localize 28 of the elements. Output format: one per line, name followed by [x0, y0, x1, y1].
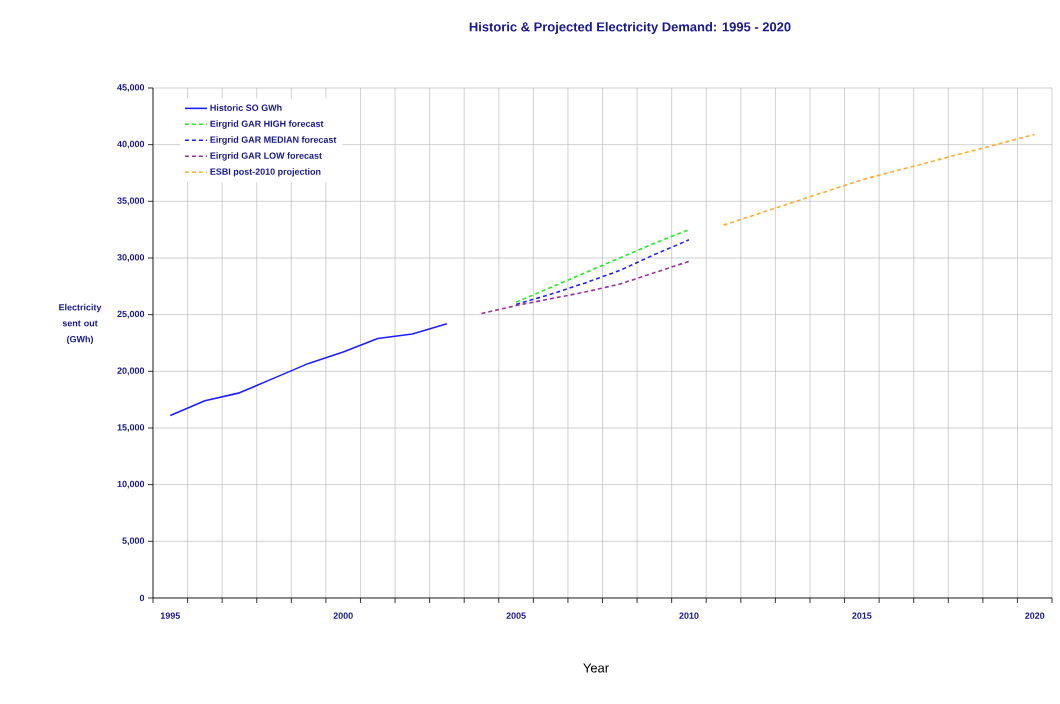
x-tick-label: 2015 — [852, 612, 872, 619]
y-tick-label: 25,000 — [117, 310, 145, 319]
y-tick-label: 20,000 — [117, 367, 145, 376]
y-tick-label: 45,000 — [117, 84, 145, 92]
line-series — [515, 239, 690, 306]
y-tick-label: 5,000 — [122, 537, 145, 546]
y-tick-label: 15,000 — [117, 424, 145, 432]
line-series — [169, 322, 448, 417]
legend-label: Eirgrid GAR MEDIAN forecast — [210, 136, 337, 145]
x-tick-label: 1995 — [160, 612, 181, 619]
y-axis-title: Electricity sent out (GWh) — [59, 303, 102, 345]
legend-label: Eirgrid GAR LOW forecast — [210, 152, 322, 161]
legend-label: Eirgrid GAR HIGH forecast — [210, 120, 324, 129]
x-tick-label: 2020 — [1025, 612, 1045, 619]
y-tick-label: 35,000 — [117, 197, 145, 206]
line-series — [515, 228, 690, 303]
line-series — [480, 260, 690, 315]
x-tick-label: 2010 — [679, 612, 699, 619]
legend-label: Historic SO GWh — [210, 104, 282, 111]
y-tick-label: 40,000 — [117, 140, 145, 149]
x-tick-label: 2005 — [506, 612, 526, 619]
x-tick-label: 2000 — [333, 612, 353, 619]
y-tick-label: 10,000 — [117, 480, 145, 489]
x-axis-title: Year — [583, 663, 609, 673]
chart-title: Historic & Projected Electricity Demand: 1995 - 2020 — [469, 21, 791, 35]
legend-label: ESBI post-2010 projection — [210, 168, 321, 177]
y-tick-label: 0 — [139, 594, 145, 602]
y-tick-label: 30,000 — [117, 254, 145, 262]
